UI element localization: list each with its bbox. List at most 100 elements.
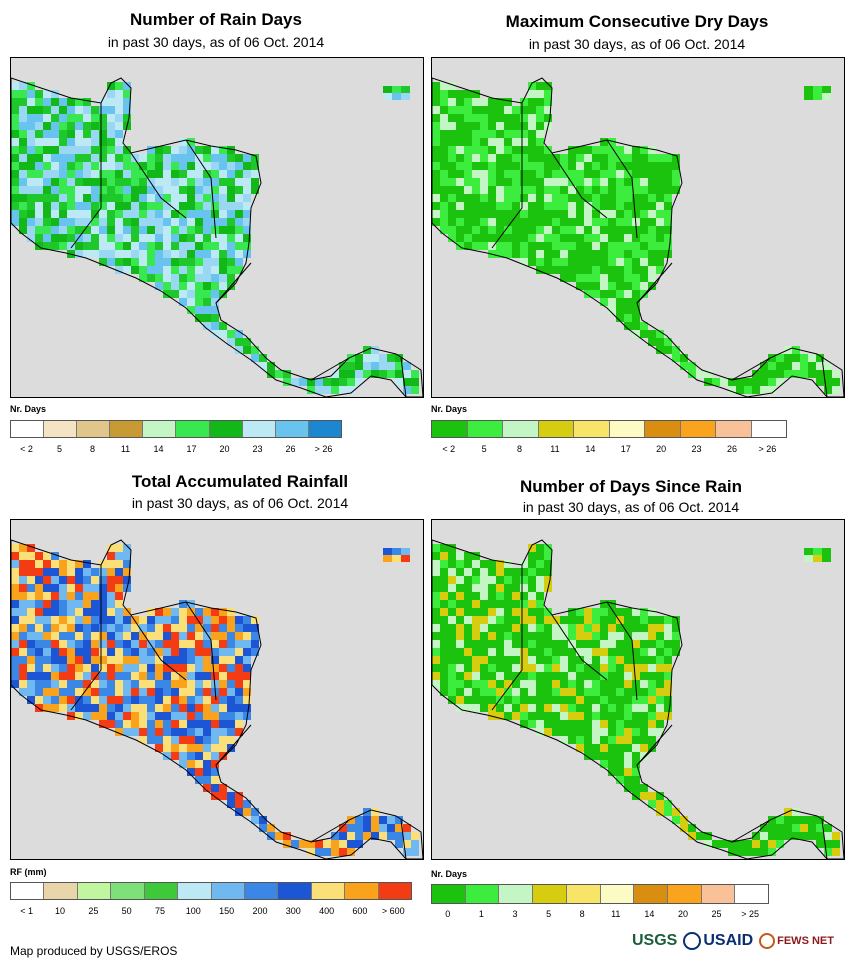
map-cell xyxy=(480,632,488,640)
map-cell xyxy=(75,624,83,632)
map-cell xyxy=(488,178,496,186)
map-cell xyxy=(123,688,131,696)
map-cell xyxy=(616,760,624,768)
map-cell xyxy=(448,544,456,552)
legend-swatch xyxy=(311,883,346,899)
map-cell xyxy=(43,608,51,616)
map-max-dry-days xyxy=(431,57,845,398)
map-cell xyxy=(275,832,283,840)
map-cell xyxy=(464,640,472,648)
map-cell xyxy=(552,154,560,162)
legend-label: 17 xyxy=(620,444,631,454)
map-cell xyxy=(448,600,456,608)
map-cell xyxy=(115,704,123,712)
map-cell xyxy=(235,218,243,226)
map-cell xyxy=(11,608,19,616)
map-cell xyxy=(504,138,512,146)
map-cell xyxy=(512,640,520,648)
map-cell xyxy=(632,298,640,306)
map-cell xyxy=(115,170,123,178)
map-cell xyxy=(67,234,75,242)
map-cell xyxy=(512,568,520,576)
map-cell xyxy=(123,544,131,552)
map-cell xyxy=(600,210,608,218)
map-cell xyxy=(600,170,608,178)
country-border xyxy=(491,103,523,249)
map-cell xyxy=(640,170,648,178)
map-cell xyxy=(472,194,480,202)
map-cell xyxy=(35,576,43,584)
map-cell xyxy=(728,840,736,848)
map-cell xyxy=(464,234,472,242)
map-cell xyxy=(227,608,235,616)
map-cell xyxy=(243,186,251,194)
map-cell xyxy=(616,226,624,234)
map-cell xyxy=(800,816,808,824)
map-cell xyxy=(19,146,27,154)
map-cell xyxy=(187,258,195,266)
map-cell xyxy=(75,242,83,250)
map-cell xyxy=(91,226,99,234)
map-cell xyxy=(227,680,235,688)
map-cell xyxy=(768,370,776,378)
map-cell xyxy=(171,170,179,178)
map-cell xyxy=(115,648,123,656)
map-cell xyxy=(35,154,43,162)
legend-labels: < 1 10 25 50 75 100 150 200 300 400 600 > 600 xyxy=(10,906,410,916)
map-cell xyxy=(35,656,43,664)
map-cell xyxy=(584,170,592,178)
map-cell xyxy=(43,704,51,712)
map-cell xyxy=(520,672,528,680)
map-cell xyxy=(632,640,640,648)
map-cell xyxy=(504,568,512,576)
map-cell xyxy=(11,584,19,592)
country-border xyxy=(215,724,252,766)
map-cell xyxy=(203,162,211,170)
map-cell xyxy=(27,616,35,624)
map-cell xyxy=(536,680,544,688)
map-cell xyxy=(131,728,139,736)
usaid-logo: USAID xyxy=(683,932,753,950)
map-cell xyxy=(600,242,608,250)
map-cell xyxy=(147,608,155,616)
map-cell xyxy=(147,266,155,274)
map-cell xyxy=(672,624,680,632)
map-cell xyxy=(472,608,480,616)
map-cell xyxy=(496,656,504,664)
map-cell xyxy=(59,146,67,154)
map-cell xyxy=(592,234,600,242)
map-cell xyxy=(203,186,211,194)
map-cell xyxy=(440,664,448,672)
map-cell xyxy=(107,720,115,728)
map-cell xyxy=(600,274,608,282)
map-cell xyxy=(67,146,75,154)
map-cell xyxy=(123,672,131,680)
legend-label: 100 xyxy=(185,906,201,916)
map-cell xyxy=(139,680,147,688)
map-cell xyxy=(99,624,107,632)
map-cell xyxy=(363,816,371,824)
island-cell xyxy=(813,93,822,100)
map-cell xyxy=(195,218,203,226)
map-cell xyxy=(163,632,171,640)
map-cell xyxy=(195,616,203,624)
map-cell xyxy=(83,178,91,186)
map-cell xyxy=(528,544,536,552)
map-cell xyxy=(243,346,251,354)
map-cell xyxy=(528,106,536,114)
map-cell xyxy=(99,250,107,258)
map-cell xyxy=(480,624,488,632)
map-cell xyxy=(520,680,528,688)
map-cell xyxy=(347,386,355,394)
map-cell xyxy=(123,258,131,266)
map-cell xyxy=(640,704,648,712)
map-cell xyxy=(211,250,219,258)
map-cell xyxy=(43,672,51,680)
map-cell xyxy=(347,824,355,832)
map-cell xyxy=(211,648,219,656)
map-cell xyxy=(51,608,59,616)
map-cell xyxy=(640,656,648,664)
map-cell xyxy=(592,186,600,194)
map-cell xyxy=(171,194,179,202)
map-cell xyxy=(211,616,219,624)
